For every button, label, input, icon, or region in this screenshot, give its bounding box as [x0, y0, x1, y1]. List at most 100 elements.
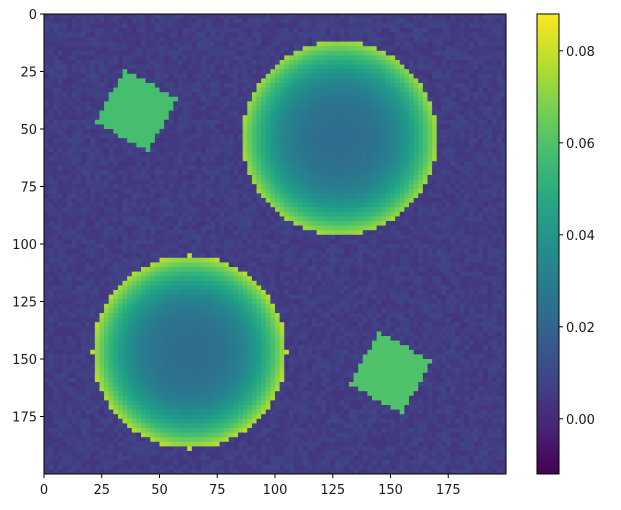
- heatmap-cell: [302, 216, 308, 222]
- heatmap-cell: [395, 18, 401, 24]
- heatmap-cell: [422, 142, 428, 148]
- heatmap-cell: [182, 55, 188, 61]
- heatmap-cell: [492, 198, 498, 204]
- heatmap-cell: [196, 73, 202, 79]
- heatmap-cell: [464, 129, 470, 135]
- heatmap-cell: [113, 133, 119, 139]
- heatmap-image: [44, 14, 506, 474]
- heatmap-cell: [48, 193, 54, 199]
- heatmap-cell: [469, 96, 475, 102]
- heatmap-cell: [330, 60, 336, 66]
- heatmap-cell: [482, 92, 489, 98]
- heatmap-cell: [141, 202, 147, 208]
- heatmap-cell: [76, 96, 82, 102]
- heatmap-cell: [330, 161, 336, 167]
- heatmap-cell: [339, 73, 345, 79]
- heatmap-cell: [408, 110, 415, 116]
- heatmap-cell: [104, 73, 110, 79]
- heatmap-cell: [390, 69, 396, 75]
- heatmap-cell: [191, 175, 197, 181]
- heatmap-cell: [321, 50, 327, 56]
- heatmap-cell: [214, 50, 221, 56]
- heatmap-cell: [298, 18, 304, 24]
- heatmap-cell: [284, 216, 290, 222]
- heatmap-cell: [117, 69, 124, 75]
- heatmap-cell: [376, 60, 382, 66]
- heatmap-cell: [168, 225, 174, 231]
- heatmap-cell: [67, 115, 73, 121]
- heatmap-cell: [427, 64, 433, 70]
- heatmap-cell: [141, 230, 147, 236]
- heatmap-cell: [422, 161, 428, 167]
- heatmap-cell: [265, 14, 271, 20]
- heatmap-cell: [390, 221, 396, 227]
- heatmap-cell: [288, 234, 294, 240]
- heatmap-cell: [214, 170, 221, 176]
- heatmap-cell: [427, 234, 433, 240]
- heatmap-cell: [145, 170, 151, 176]
- heatmap-cell: [136, 221, 142, 227]
- heatmap-cell: [445, 27, 452, 33]
- heatmap-cell: [159, 239, 165, 245]
- heatmap-cell: [53, 129, 59, 135]
- heatmap-cell: [482, 18, 489, 24]
- heatmap-cell: [224, 156, 230, 162]
- heatmap-cell: [108, 50, 114, 56]
- heatmap-cell: [94, 161, 100, 167]
- heatmap-cell: [48, 27, 54, 33]
- heatmap-cell: [80, 170, 87, 176]
- heatmap-cell: [173, 225, 179, 231]
- heatmap-cell: [478, 193, 484, 199]
- heatmap-cell: [316, 96, 322, 102]
- heatmap-cell: [427, 46, 433, 52]
- heatmap-cell: [168, 14, 174, 20]
- heatmap-cell: [191, 69, 197, 75]
- heatmap-cell: [159, 27, 165, 33]
- heatmap-cell: [445, 73, 452, 79]
- heatmap-cell: [376, 230, 382, 236]
- heatmap-cell: [348, 92, 355, 98]
- heatmap-cell: [242, 41, 248, 47]
- heatmap-cell: [168, 119, 174, 125]
- heatmap-cell: [353, 60, 359, 66]
- heatmap-cell: [325, 230, 331, 236]
- heatmap-cell: [44, 87, 50, 93]
- heatmap-cell: [131, 60, 137, 66]
- heatmap-cell: [94, 221, 100, 227]
- heatmap-cell: [284, 87, 290, 93]
- heatmap-cell: [501, 179, 506, 185]
- heatmap-cell: [62, 207, 68, 213]
- heatmap-cell: [473, 110, 479, 116]
- heatmap-cell: [141, 239, 147, 245]
- heatmap-cell: [219, 179, 225, 185]
- heatmap-cell: [330, 175, 336, 181]
- heatmap-cell: [219, 170, 225, 176]
- heatmap-cell: [224, 46, 230, 52]
- heatmap-cell: [279, 165, 285, 171]
- heatmap-cell: [247, 64, 253, 70]
- heatmap-cell: [136, 133, 142, 139]
- heatmap-cell: [85, 119, 91, 125]
- heatmap-cell: [404, 41, 410, 47]
- heatmap-cell: [265, 142, 271, 148]
- heatmap-cell: [469, 221, 475, 227]
- heatmap-cell: [136, 106, 142, 112]
- heatmap-cell: [85, 41, 91, 47]
- heatmap-cell: [473, 87, 479, 93]
- heatmap-cell: [205, 37, 211, 43]
- heatmap-cell: [385, 179, 391, 185]
- heatmap-cell: [196, 184, 202, 190]
- heatmap-cell: [455, 115, 461, 121]
- heatmap-cell: [113, 87, 119, 93]
- heatmap-cell: [173, 216, 179, 222]
- heatmap-cell: [67, 170, 73, 176]
- heatmap-cell: [90, 234, 96, 240]
- heatmap-cell: [196, 129, 202, 135]
- heatmap-cell: [298, 142, 304, 148]
- heatmap-cell: [445, 202, 452, 208]
- heatmap-cell: [459, 41, 465, 47]
- heatmap-cell: [367, 69, 373, 75]
- heatmap-cell: [247, 124, 253, 130]
- heatmap-cell: [53, 110, 59, 116]
- heatmap-cell: [205, 83, 211, 89]
